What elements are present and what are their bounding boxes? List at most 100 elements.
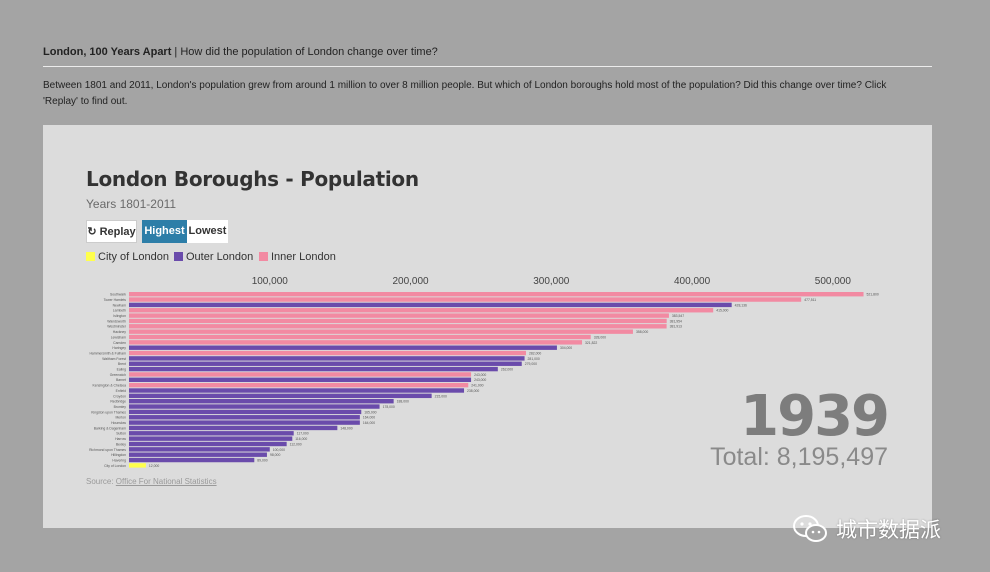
- x-tick-label: 300,000: [533, 276, 570, 287]
- bar: [129, 356, 525, 361]
- bar-label: Brent: [118, 362, 126, 366]
- bar-value-label: 165,000: [364, 410, 376, 414]
- page-heading: London, 100 Years Apart | How did the po…: [43, 46, 438, 58]
- bar-label: Newham: [113, 303, 127, 307]
- bar-label: Hackney: [113, 330, 126, 334]
- bar: [129, 345, 557, 350]
- bar: [129, 415, 360, 420]
- bar-value-label: 116,000: [295, 437, 307, 441]
- bar-label: Hounslow: [111, 421, 126, 425]
- highest-button[interactable]: Highest: [142, 220, 187, 243]
- bar: [129, 297, 802, 302]
- heading-bold: London, 100 Years Apart: [43, 46, 172, 58]
- bar-value-label: 188,000: [397, 400, 409, 404]
- bar: [129, 340, 583, 345]
- bar: [129, 399, 394, 404]
- bar-label: Redbridge: [110, 400, 126, 404]
- bar-label: Bromley: [114, 405, 127, 409]
- watermark: 城市数据派: [792, 510, 967, 550]
- bar-label: Enfield: [116, 389, 126, 393]
- bar-label: Lambeth: [113, 309, 126, 313]
- legend-inner: Inner London: [259, 251, 336, 263]
- replay-arrow-icon: ↻: [87, 226, 97, 238]
- bar: [129, 372, 472, 377]
- bar-value-label: 112,000: [290, 442, 302, 446]
- bar-value-label: 98,000: [270, 453, 280, 457]
- lowest-button[interactable]: Lowest: [187, 220, 228, 243]
- bar-value-label: 358,000: [636, 330, 648, 334]
- bar-label: Tower Hamlets: [104, 298, 127, 302]
- bar-label: Bexley: [116, 442, 126, 446]
- bar-value-label: 477,511: [804, 298, 816, 302]
- bar: [129, 388, 465, 393]
- bar-value-label: 281,000: [528, 357, 540, 361]
- bar: [129, 377, 472, 382]
- bar: [129, 425, 338, 431]
- watermark-text: 城市数据派: [836, 519, 941, 542]
- bar-value-label: 262,000: [501, 368, 513, 372]
- bar-label: Westminster: [107, 325, 127, 329]
- bar: [129, 457, 255, 463]
- bar-label: Kensington & Chelsea: [92, 384, 126, 388]
- bar: [129, 366, 498, 372]
- chart-panel: London Boroughs - Population Years 1801-…: [43, 125, 932, 528]
- bar-label: Ealing: [117, 368, 127, 372]
- legend-swatch-city: [86, 252, 95, 261]
- bar-value-label: 164,000: [363, 416, 375, 420]
- bar: [129, 302, 732, 308]
- bar-label: Camden: [113, 341, 126, 345]
- bar-value-label: 117,000: [297, 432, 309, 436]
- source-link[interactable]: Office For National Statistics: [115, 477, 217, 486]
- bar-value-label: 279,000: [525, 362, 537, 366]
- bar: [129, 463, 146, 468]
- bar-label: Barnet: [116, 378, 126, 382]
- bar-value-label: 243,000: [474, 378, 486, 382]
- heading-divider: [43, 66, 932, 67]
- bar-label: Sutton: [116, 432, 126, 436]
- bar-label: Islington: [113, 314, 126, 318]
- bar: [129, 382, 469, 388]
- bar: [129, 350, 526, 356]
- bar-value-label: 415,000: [716, 309, 728, 313]
- bar-chart: 100,000 200,000 300,000 400,000 500,000 South…: [89, 276, 879, 468]
- bar-value-label: 304,000: [560, 346, 572, 350]
- bar-label: Hammersmith & Fulham: [89, 351, 126, 355]
- bar-label: Merton: [115, 416, 126, 420]
- bar: [129, 329, 633, 334]
- chart-title: London Boroughs - Population: [86, 167, 419, 191]
- bar: [129, 318, 667, 324]
- bar-value-label: 521,800: [867, 293, 879, 297]
- bar-label: Havering: [112, 458, 126, 462]
- bar-label: Greenwich: [110, 373, 126, 377]
- bar: [129, 308, 714, 313]
- bar-value-label: 238,000: [467, 389, 479, 393]
- bar: [129, 324, 667, 329]
- bar: [129, 447, 270, 452]
- wechat-icon: [793, 515, 827, 542]
- bar-label: Croydon: [113, 394, 126, 398]
- replay-button[interactable]: ↻ Replay: [86, 220, 137, 243]
- bar-label: Wandsworth: [107, 319, 126, 323]
- bar-value-label: 100,000: [273, 448, 285, 452]
- x-tick-label: 100,000: [252, 276, 289, 287]
- bar-value-label: 215,000: [435, 394, 447, 398]
- x-tick-label: 400,000: [674, 276, 711, 287]
- bar-value-label: 381,954: [670, 319, 682, 323]
- bar-label: Haringey: [112, 346, 126, 350]
- replay-label: Replay: [99, 226, 136, 238]
- bar: [129, 431, 294, 436]
- bar: [129, 393, 432, 399]
- bar: [129, 361, 522, 366]
- legend-swatch-outer: [174, 252, 183, 261]
- bar-value-label: 164,000: [363, 421, 375, 425]
- legend-city: City of London: [86, 251, 169, 263]
- bar: [129, 452, 267, 457]
- legend-outer: Outer London: [174, 251, 253, 263]
- bar: [129, 420, 360, 425]
- bar-label: Harrow: [115, 437, 126, 441]
- bar-value-label: 12,000: [149, 464, 159, 468]
- bar-label: Kingston upon Thames: [91, 410, 126, 414]
- bar-value-label: 148,000: [340, 426, 352, 430]
- bar: [129, 292, 864, 297]
- bar-label: Hillingdon: [111, 453, 126, 457]
